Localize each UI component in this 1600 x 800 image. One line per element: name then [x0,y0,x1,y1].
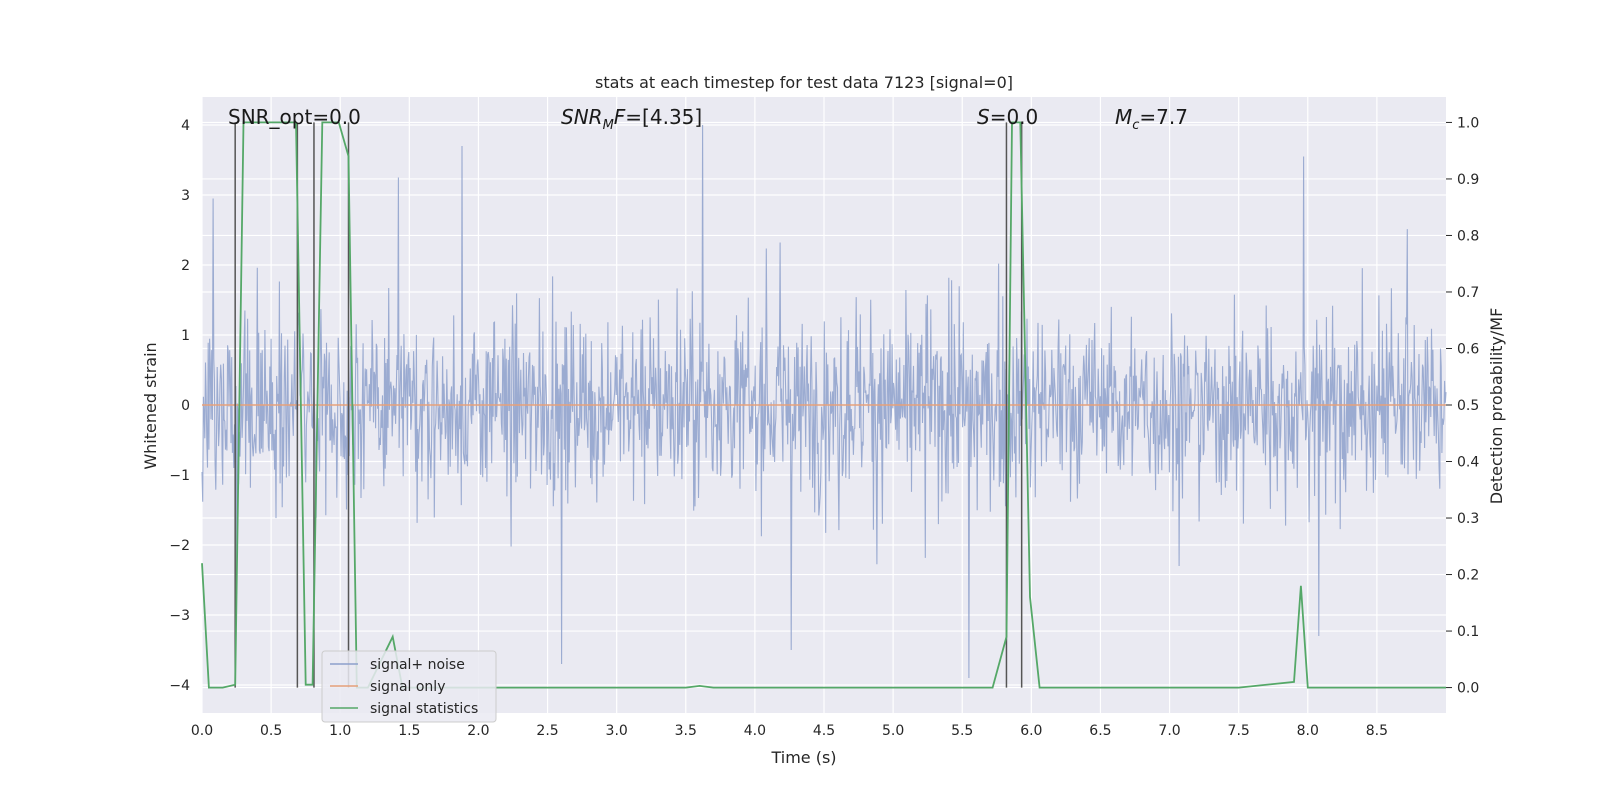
legend-box [321,650,497,723]
x-tick-label: 6.0 [1020,723,1042,739]
y-tick-label: −4 [169,678,190,694]
y-tick-label: −2 [169,538,190,554]
y-tick-label: 3 [181,188,190,204]
x-tick-label: 5.5 [951,723,973,739]
x-tick-label: 5.0 [882,723,904,739]
y2-tick-label: 0.3 [1457,511,1479,527]
x-tick-label: 1.0 [329,723,351,739]
y-tick-label: 1 [181,328,190,344]
x-axis-ticks: 0.0 0.5 1.0 1.5 2.0 2.5 3.0 3.5 4.0 4.5 5.0 5.5 6.0 6… [191,723,1388,739]
y-tick-label: −3 [169,608,190,624]
x-tick-label: 7.0 [1158,723,1180,739]
chart-title: stats at each timestep for test data 712… [595,73,1013,92]
x-tick-label: 2.5 [536,723,558,739]
annotation-s: S=0.0 [977,105,1038,129]
x-tick-label: 7.5 [1228,723,1250,739]
x-tick-label: 3.0 [606,723,628,739]
y2-tick-label: 0.8 [1457,228,1479,244]
x-tick-label: 0.5 [260,723,282,739]
y2-tick-label: 1.0 [1457,115,1479,131]
x-tick-label: 3.5 [675,723,697,739]
annotation-mc: Mc=7.7 [1115,105,1188,133]
x-tick-label: 4.0 [744,723,766,739]
x-tick-label: 8.0 [1297,723,1319,739]
y2-tick-label: 0.5 [1457,398,1479,414]
y-tick-label: 2 [181,258,190,274]
x-tick-label: 2.0 [467,723,489,739]
y2-tick-label: 0.7 [1457,285,1479,301]
signal-statistics-series [201,121,1446,689]
y2-axis-ticks: 1.0 0.9 0.8 0.7 0.6 0.5 0.4 0.3 0.2 0.1 0.0 [1446,115,1479,697]
y2-tick-label: 0.9 [1457,172,1479,188]
y2-tick-label: 0.6 [1457,341,1479,357]
y2-axis-title: Detection probability/MF [1487,308,1506,505]
y-tick-label: 4 [181,118,190,134]
x-tick-label: 1.5 [398,723,420,739]
x-tick-label: 0.0 [191,723,213,739]
y2-tick-label: 0.1 [1457,624,1479,640]
legend: signal+ noise signal only signal statist… [321,650,497,723]
signal-noise-series [201,124,1447,679]
legend-label-signal-only: signal only [370,679,445,695]
signal-noise-line [201,124,1447,679]
legend-label-signal-statistics: signal statistics [370,701,478,717]
y2-tick-label: 0.2 [1457,568,1479,584]
x-tick-label: 6.5 [1089,723,1111,739]
signal-statistics-line [201,121,1446,689]
x-tick-label: 8.5 [1366,723,1388,739]
x-tick-label: 4.5 [813,723,835,739]
annotation-snr-opt: SNR_opt=0.0 [228,105,361,129]
y2-tick-label: 0.4 [1457,455,1479,471]
legend-label-signal-noise: signal+ noise [370,657,465,673]
x-axis-title: Time (s) [770,748,836,767]
y-axis-title: Whitened strain [141,342,160,469]
y-tick-label: −1 [169,468,190,484]
y-tick-label: 0 [181,398,190,414]
y2-tick-label: 0.0 [1457,681,1479,697]
annotation-snr-mf: SNRMF=[4.35] [561,105,702,133]
y-axis-ticks: 4 3 2 1 0 −1 −2 −3 −4 [169,118,190,694]
